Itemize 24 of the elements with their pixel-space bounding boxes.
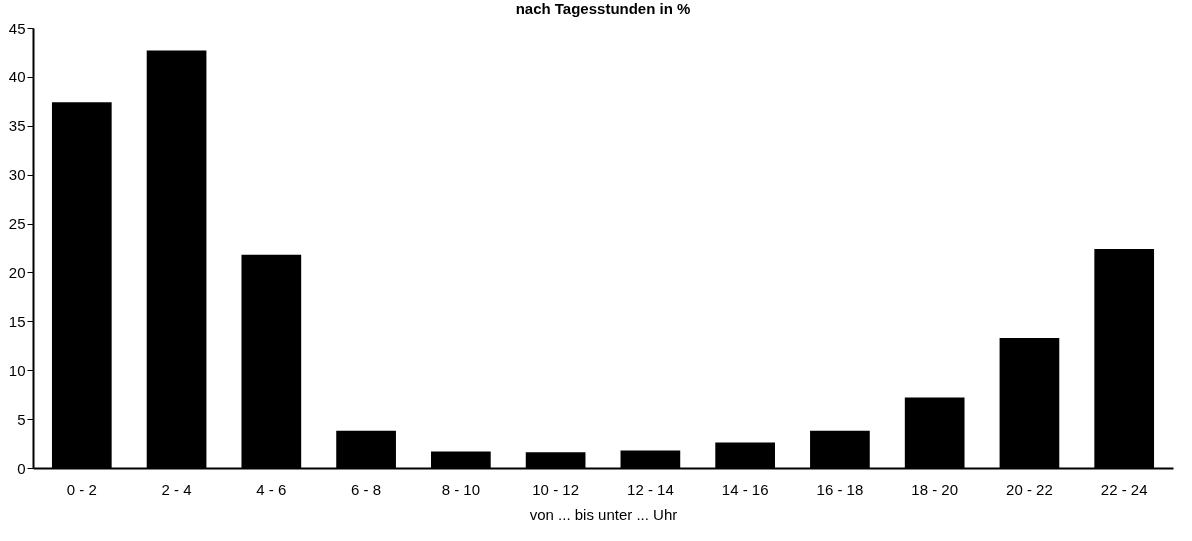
y-tick-label: 10 [8, 361, 26, 379]
x-tick-label: 0 - 2 [66, 480, 97, 498]
y-tick-label: 40 [8, 68, 26, 86]
y-tick-label: 25 [8, 215, 26, 233]
y-tick-label: 15 [8, 312, 26, 330]
x-tick-label: 4 - 6 [256, 480, 287, 498]
x-tick-label: 10 - 12 [532, 480, 579, 498]
y-tick-label: 30 [8, 166, 26, 184]
chart-title: nach Tagesstunden in % [515, 0, 691, 17]
x-tick-label: 8 - 10 [441, 480, 481, 498]
y-tick-label: 20 [8, 263, 26, 281]
x-tick-label: 22 - 24 [1100, 480, 1148, 498]
y-tick-label: 5 [17, 410, 26, 428]
x-tick-label: 18 - 20 [911, 480, 959, 498]
x-tick-label: 16 - 18 [816, 480, 864, 498]
y-tick-label: 35 [8, 117, 26, 135]
x-tick-label: 12 - 14 [627, 480, 674, 498]
x-tick-label: 6 - 8 [351, 480, 382, 498]
x-tick-label: 2 - 4 [161, 480, 192, 498]
x-tick-label: 20 - 22 [1006, 480, 1053, 498]
y-tick-label: 45 [8, 19, 26, 37]
x-axis-title: von ... bis unter ... Uhr [529, 505, 678, 523]
y-tick-label: 0 [17, 459, 26, 477]
x-tick-label: 14 - 16 [721, 480, 769, 498]
